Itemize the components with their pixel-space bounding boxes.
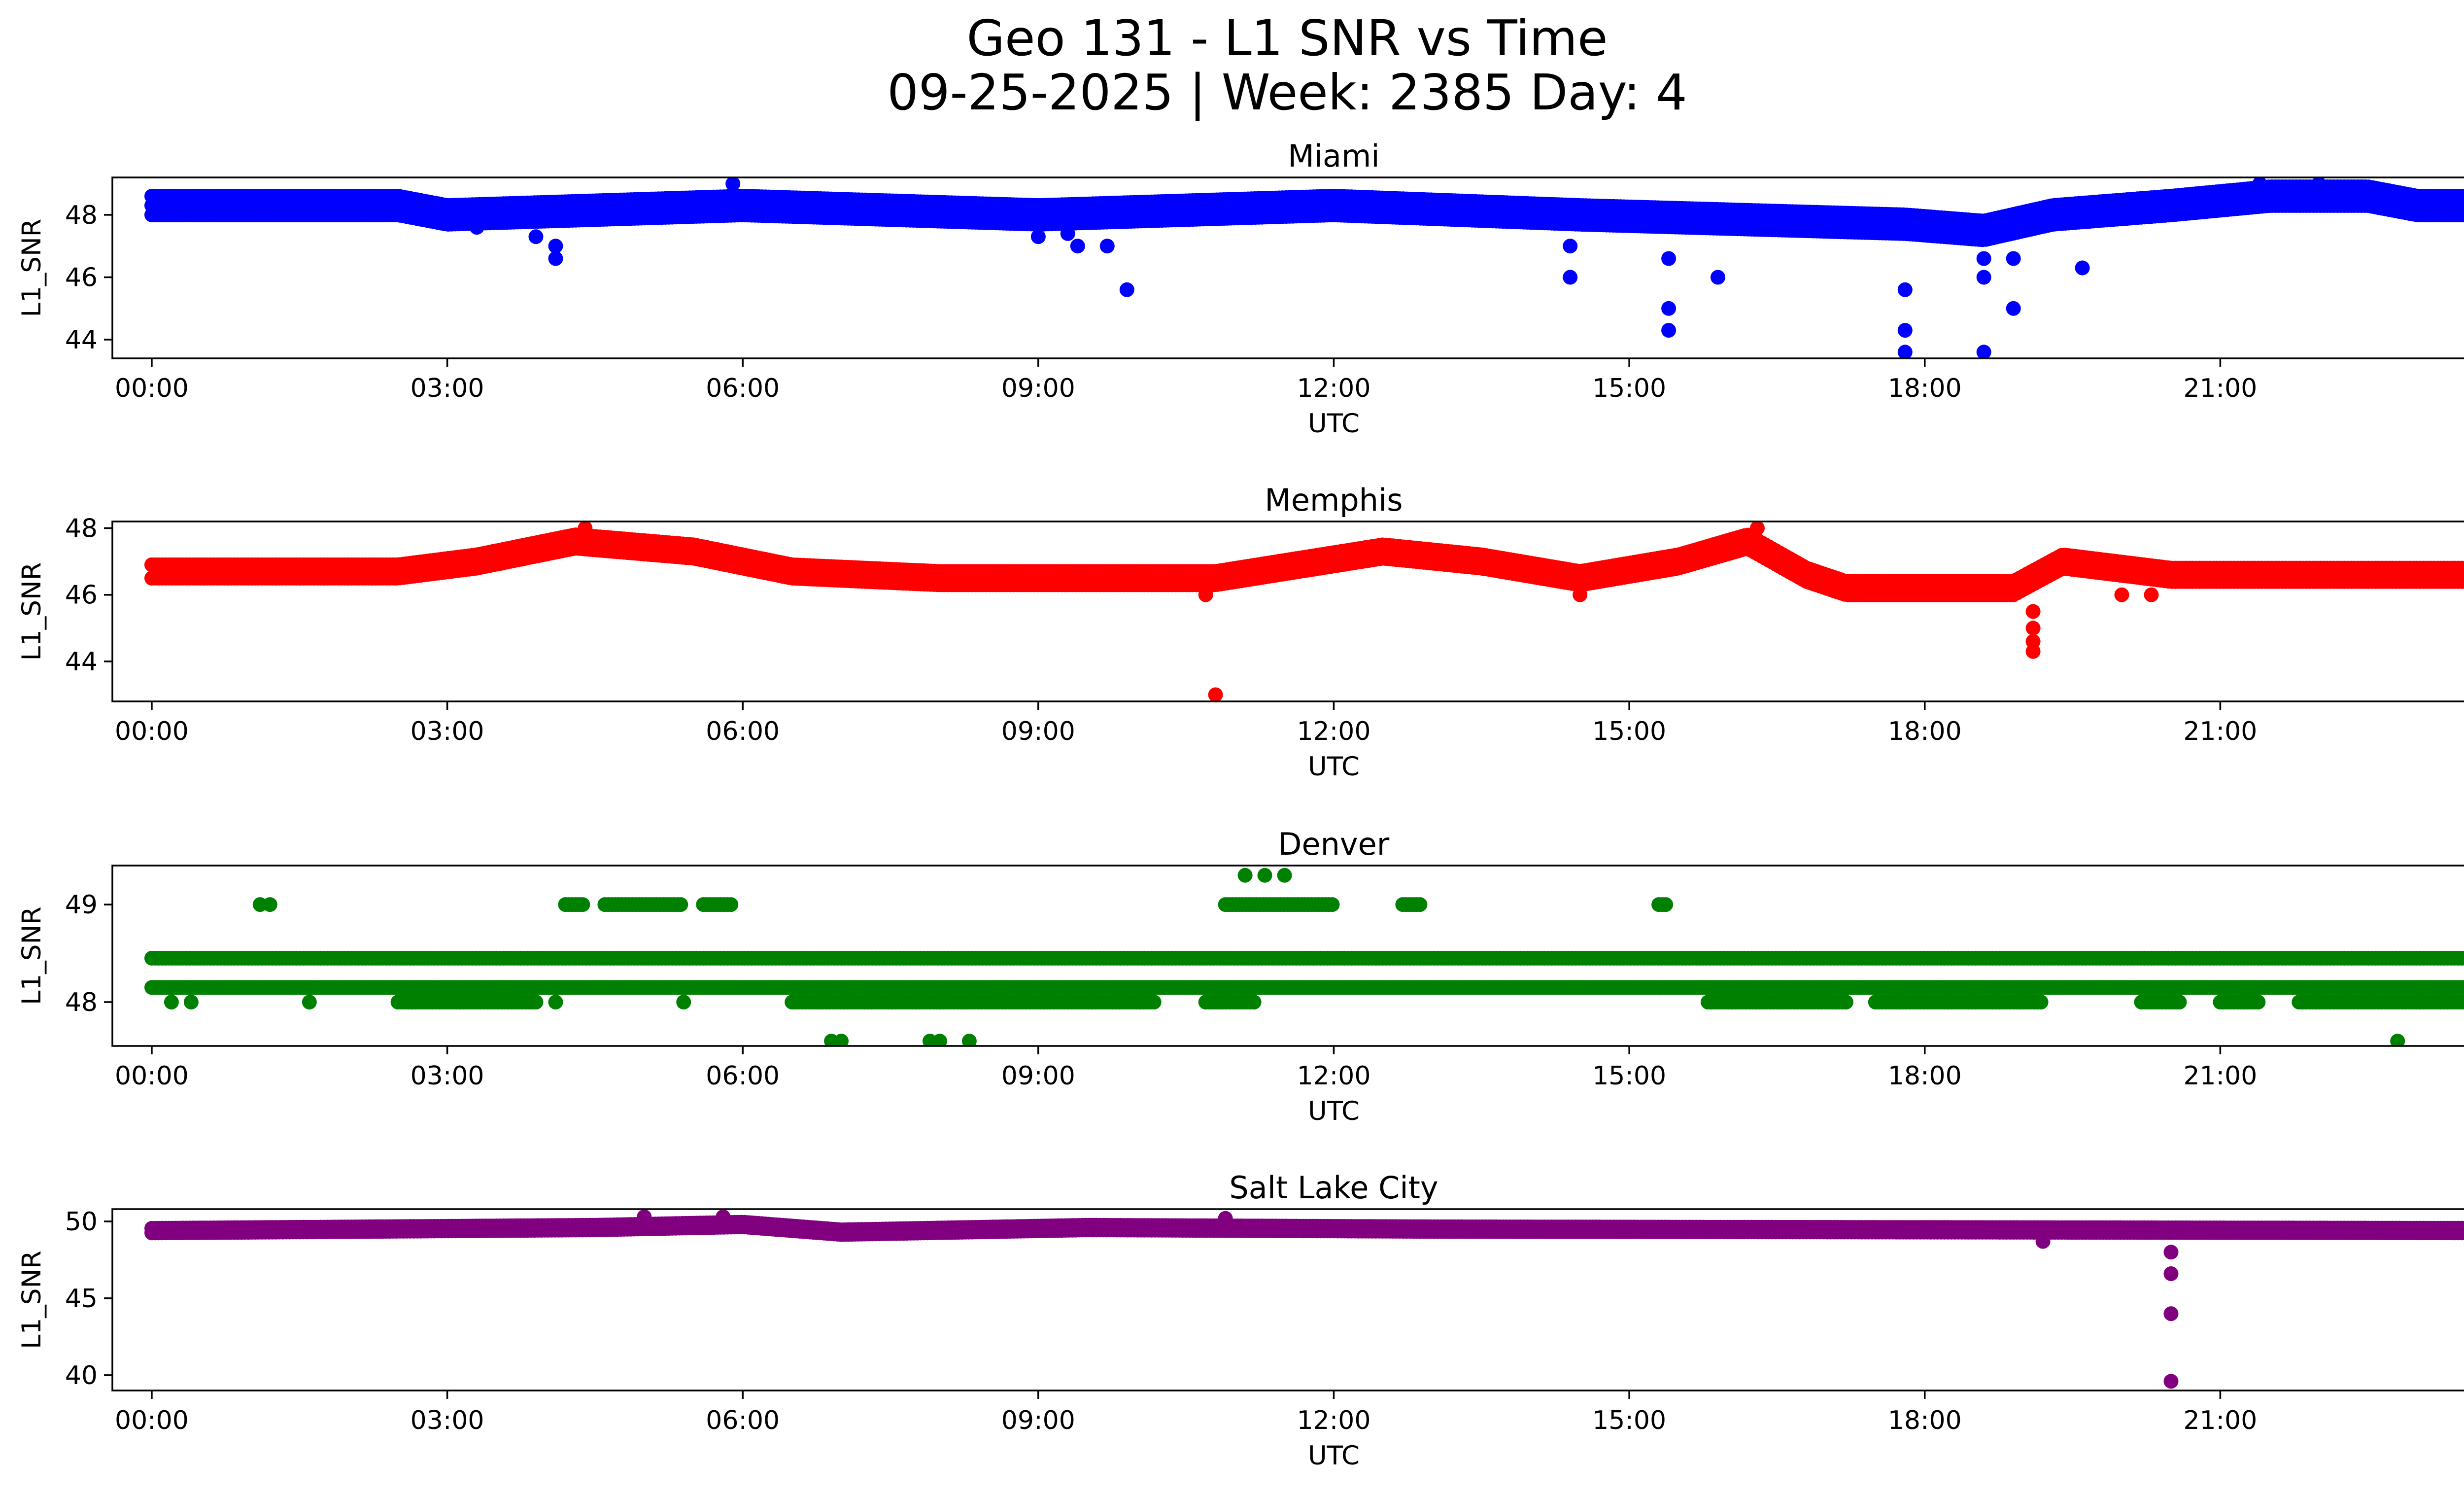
data-point-outlier — [2252, 177, 2267, 191]
subplot-title: Denver — [1278, 826, 1390, 862]
data-point-outlier — [2114, 587, 2129, 602]
y-axis-label: L1_SNR — [17, 562, 47, 661]
data-point — [1658, 897, 1674, 912]
x-tick-label: 21:00 — [2183, 717, 2257, 746]
data-point-outlier — [1661, 323, 1677, 338]
data-point-outlier — [2025, 644, 2041, 659]
data-point-outlier — [1070, 239, 1085, 254]
x-tick-label: 18:00 — [1888, 717, 1962, 746]
data-point-outlier — [548, 239, 563, 254]
data-point-outlier — [2144, 587, 2159, 602]
data-series — [144, 177, 2464, 358]
data-point-outlier — [2075, 260, 2090, 276]
x-axis-label: UTC — [1308, 409, 1360, 439]
x-tick-label: 15:00 — [1592, 374, 1666, 403]
figure-title-line1: Geo 131 - L1 SNR vs Time — [967, 9, 1608, 67]
x-tick-label: 21:00 — [2183, 374, 2257, 403]
data-point-outlier — [1208, 687, 1223, 701]
data-point-outlier — [1897, 323, 1913, 338]
data-point-outlier — [1060, 226, 1075, 241]
subplot-title: Miami — [1288, 138, 1379, 174]
data-point — [723, 897, 739, 912]
data-point — [2461, 190, 2464, 202]
subplots: Miami 00:00 03:00 06:00 09:00 12:00 15:00 18:00… — [17, 138, 2464, 1471]
y-tick-label: 44 — [65, 325, 98, 355]
subplot-memphis: Memphis 00:00 03:00 06:00 09:00 12:00 15:00 18:… — [17, 482, 2464, 782]
data-point-outlier — [1897, 345, 1913, 358]
data-point — [2461, 981, 2464, 994]
data-point-outlier — [528, 229, 544, 244]
x-tick-label: 18:00 — [1888, 374, 1962, 403]
data-point — [575, 897, 590, 912]
data-series — [144, 522, 2464, 701]
data-point — [1412, 897, 1428, 912]
data-point-outlier — [1099, 239, 1115, 254]
data-point-outlier — [1661, 251, 1677, 266]
x-axis-label: UTC — [1308, 752, 1360, 782]
data-point-outlier — [1976, 251, 1991, 266]
data-point-outlier — [1573, 587, 1588, 602]
data-point-outlier — [469, 220, 484, 235]
data-point-outlier — [2025, 621, 2041, 636]
data-point-outlier — [1976, 270, 1991, 285]
data-point-outlier — [548, 251, 563, 266]
data-point-outlier — [1661, 301, 1677, 316]
x-tick-label: 09:00 — [1001, 717, 1075, 746]
y-tick-label: 48 — [65, 201, 98, 230]
x-tick-label: 12:00 — [1297, 374, 1371, 403]
y-tick-label: 46 — [65, 263, 98, 292]
subplot-title: Memphis — [1265, 482, 1403, 518]
data-point — [1325, 897, 1340, 912]
x-tick-label: 06:00 — [706, 374, 780, 403]
x-tick-label: 03:00 — [411, 717, 484, 746]
data-point-outlier — [1711, 270, 1725, 285]
data-point-outlier — [578, 522, 593, 536]
data-point-outlier — [2311, 177, 2327, 191]
x-tick-label: 06:00 — [706, 717, 780, 746]
data-point-outlier — [2006, 301, 2021, 316]
y-tick-label: 48 — [65, 514, 98, 544]
data-point-outlier — [1030, 229, 1046, 244]
data-point-outlier — [2025, 604, 2041, 619]
y-tick-label: 44 — [65, 647, 98, 677]
subplot-miami: Miami 00:00 03:00 06:00 09:00 12:00 15:00 18:00… — [17, 138, 2464, 439]
x-tick-label: 15:00 — [1592, 717, 1666, 746]
figure-title-line2: 09-25-2025 | Week: 2385 Day: 4 — [887, 64, 1687, 121]
data-point — [2461, 575, 2464, 588]
data-point — [2461, 562, 2464, 574]
x-tick-label: 12:00 — [1297, 717, 1371, 746]
data-series — [144, 868, 2464, 1046]
x-tick-label: 00:00 — [115, 374, 189, 403]
data-point-outlier — [1563, 270, 1578, 285]
data-point — [2461, 952, 2464, 964]
data-point-outlier — [1198, 587, 1213, 602]
x-tick-label: 03:00 — [411, 374, 484, 403]
data-point — [673, 897, 688, 912]
y-tick-label: 46 — [65, 581, 98, 610]
y-axis-label: L1_SNR — [17, 219, 47, 317]
data-point-outlier — [1897, 282, 1913, 297]
data-point-outlier — [1976, 345, 1991, 358]
data-point-outlier — [1563, 239, 1578, 254]
data-point-outlier — [1119, 282, 1134, 297]
x-tick-label: 00:00 — [115, 717, 189, 746]
data-point-outlier — [725, 177, 741, 191]
x-tick-label: 09:00 — [1001, 374, 1075, 403]
data-point-outlier — [2006, 251, 2021, 266]
data-point-outlier — [1750, 522, 1765, 536]
